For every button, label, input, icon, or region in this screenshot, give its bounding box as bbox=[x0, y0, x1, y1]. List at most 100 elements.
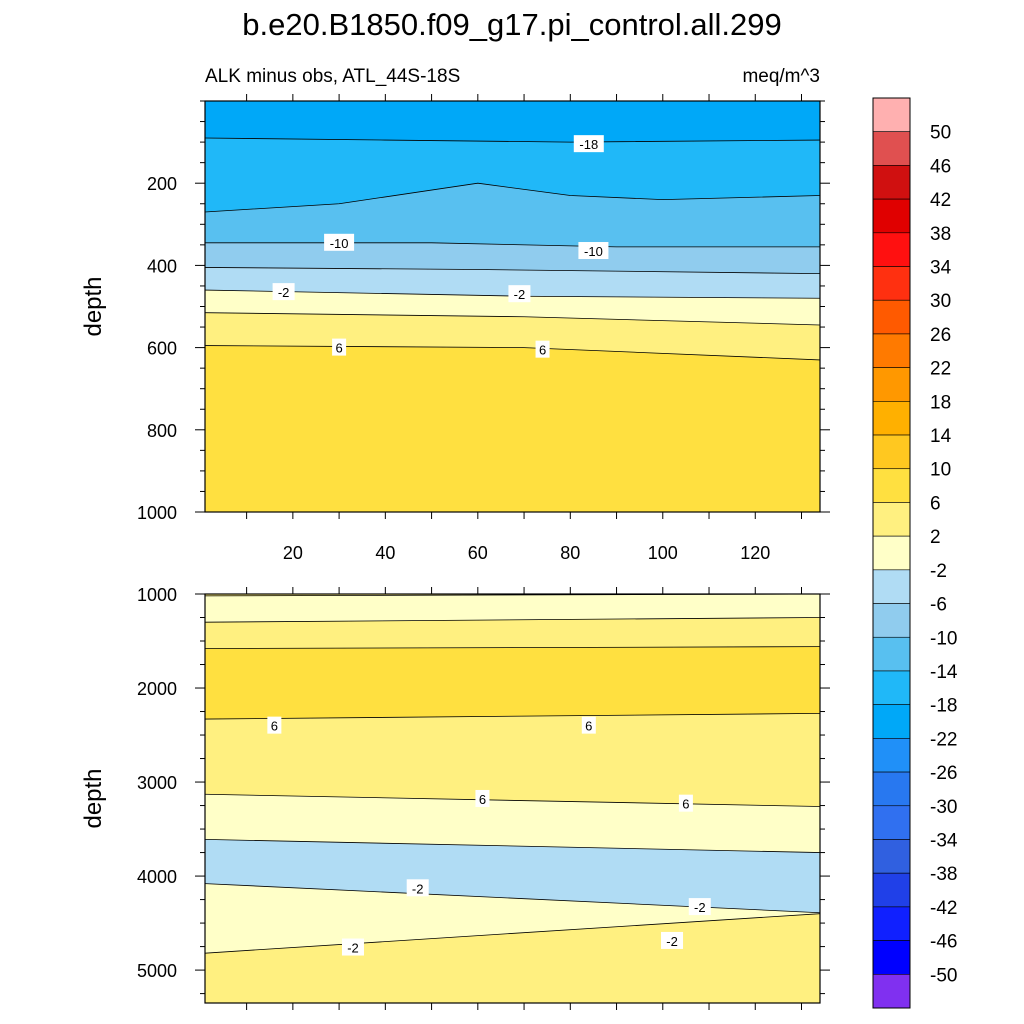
colorbar-tick-label: -18 bbox=[930, 696, 957, 717]
contour-label: 6 bbox=[267, 716, 282, 734]
colorbar-swatch bbox=[872, 940, 911, 975]
y-tick-label: 400 bbox=[147, 256, 177, 276]
y-tick-label: 5000 bbox=[137, 961, 177, 981]
colorbar-swatch bbox=[872, 704, 911, 739]
svg-text:6: 6 bbox=[271, 719, 278, 734]
upper-panel: -18 -10 -10 -2 -2 6 6 200 400 600 800 1000 20 40 60 80… bbox=[80, 94, 830, 563]
contour-line bbox=[204, 182, 821, 213]
colorbar-tick-label: -26 bbox=[930, 763, 957, 784]
colorbar-swatch bbox=[872, 535, 911, 571]
y-tick-label: 800 bbox=[147, 421, 177, 441]
colorbar-tick-label: 34 bbox=[930, 258, 952, 279]
x-tick-label: 40 bbox=[375, 543, 395, 563]
svg-text:6: 6 bbox=[539, 343, 546, 358]
contour-label: 6 bbox=[475, 789, 490, 807]
colorbar-tick-label: -6 bbox=[930, 595, 947, 616]
contour-line bbox=[204, 883, 821, 914]
colorbar: 50 46 42 38 34 30 26 22 18 14 10 6 2 -2 -6 -10 -14 -18 -22… bbox=[872, 97, 958, 1009]
colorbar-swatch bbox=[872, 266, 911, 301]
contour-label: -2 bbox=[341, 938, 364, 956]
lower-panel: 6 6 6 6 -2 -2 -2 -2 1000 2000 3000 4000 5000 depth bbox=[80, 585, 830, 1010]
colorbar-tick-label: 26 bbox=[930, 325, 951, 346]
contour-label: -2 bbox=[688, 898, 711, 916]
colorbar-tick-label: 46 bbox=[930, 156, 951, 177]
contour-line bbox=[204, 267, 821, 275]
colorbar-tick-label: 38 bbox=[930, 224, 951, 245]
colorbar-tick-label: -50 bbox=[930, 965, 957, 986]
colorbar-tick-label: 22 bbox=[930, 359, 951, 380]
contour-line bbox=[204, 839, 821, 853]
colorbar-tick-label: 42 bbox=[930, 190, 951, 211]
y-tick-label: 600 bbox=[147, 339, 177, 359]
colorbar-frame bbox=[872, 97, 911, 1009]
y-tick-label: 1000 bbox=[137, 585, 177, 605]
x-tick-label: 60 bbox=[468, 543, 488, 563]
colorbar-tick-label: -10 bbox=[930, 628, 957, 649]
svg-text:-2: -2 bbox=[694, 900, 706, 915]
contour-label: 6 bbox=[332, 338, 347, 356]
svg-text:-2: -2 bbox=[347, 941, 359, 956]
contour-label: -2 bbox=[661, 931, 684, 949]
y-tick-label: 4000 bbox=[137, 867, 177, 887]
subtitle-right: meq/m^3 bbox=[742, 66, 820, 87]
contour-line bbox=[204, 646, 821, 649]
colorbar-swatch bbox=[872, 738, 911, 773]
y-tick-label: 200 bbox=[147, 174, 177, 194]
x-tick-label: 100 bbox=[648, 543, 678, 563]
svg-text:6: 6 bbox=[335, 341, 342, 356]
contour-label: 6 bbox=[678, 794, 693, 812]
colorbar-swatch bbox=[872, 569, 911, 604]
upper-y-axis-label: depth bbox=[80, 276, 107, 336]
colorbar-tick-label: 18 bbox=[930, 392, 951, 413]
contour-label: 6 bbox=[535, 340, 550, 358]
colorbar-tick-label: 6 bbox=[930, 493, 941, 514]
svg-text:-2: -2 bbox=[412, 881, 424, 896]
colorbar-swatch bbox=[872, 198, 911, 234]
x-tick-label: 20 bbox=[283, 543, 303, 563]
lower-y-axis-label: depth bbox=[80, 768, 107, 828]
colorbar-swatch bbox=[872, 131, 911, 166]
subtitle-left: ALK minus obs, ATL_44S-18S bbox=[205, 66, 460, 87]
contour-label: -10 bbox=[324, 233, 355, 251]
contour-line bbox=[204, 312, 821, 326]
contour-line bbox=[204, 793, 821, 807]
colorbar-swatch bbox=[872, 232, 911, 267]
colorbar-swatch bbox=[872, 872, 911, 908]
chart-title: b.e20.B1850.f09_g17.pi_control.all.299 bbox=[242, 7, 782, 42]
colorbar-tick-label: -46 bbox=[930, 932, 957, 953]
colorbar-tick-label: -30 bbox=[930, 797, 957, 818]
svg-text:-10: -10 bbox=[584, 244, 603, 259]
colorbar-tick-label: 30 bbox=[930, 291, 951, 312]
colorbar-swatch bbox=[872, 670, 911, 705]
x-tick-label: 120 bbox=[740, 543, 770, 563]
contour-line bbox=[204, 345, 821, 361]
colorbar-swatch bbox=[872, 434, 911, 470]
colorbar-swatch bbox=[872, 603, 911, 638]
colorbar-swatch bbox=[872, 367, 911, 402]
contour-line bbox=[204, 713, 821, 720]
svg-text:-2: -2 bbox=[278, 285, 290, 300]
svg-text:-2: -2 bbox=[666, 934, 678, 949]
svg-text:-2: -2 bbox=[514, 287, 526, 302]
colorbar-swatch bbox=[872, 839, 911, 874]
contour-label: -18 bbox=[573, 135, 604, 153]
y-tick-label: 2000 bbox=[137, 679, 177, 699]
colorbar-swatch bbox=[872, 502, 911, 537]
y-tick-label: 3000 bbox=[137, 773, 177, 793]
colorbar-tick-label: -42 bbox=[930, 898, 957, 919]
colorbar-tick-label: 10 bbox=[930, 460, 951, 481]
svg-text:6: 6 bbox=[585, 719, 592, 734]
colorbar-tick-label: -14 bbox=[930, 662, 958, 683]
colorbar-swatch bbox=[872, 636, 911, 672]
x-tick-label: 80 bbox=[560, 543, 580, 563]
colorbar-tick-label: -2 bbox=[930, 561, 947, 582]
contour-line bbox=[204, 617, 821, 623]
contour-band bbox=[205, 345, 820, 512]
svg-text:-10: -10 bbox=[330, 236, 349, 251]
contour-line bbox=[204, 137, 821, 143]
contour-label: 6 bbox=[581, 716, 596, 734]
contour-line bbox=[205, 242, 820, 248]
colorbar-tick-label: 50 bbox=[930, 123, 951, 144]
colorbar-tick-label: -34 bbox=[930, 830, 958, 851]
